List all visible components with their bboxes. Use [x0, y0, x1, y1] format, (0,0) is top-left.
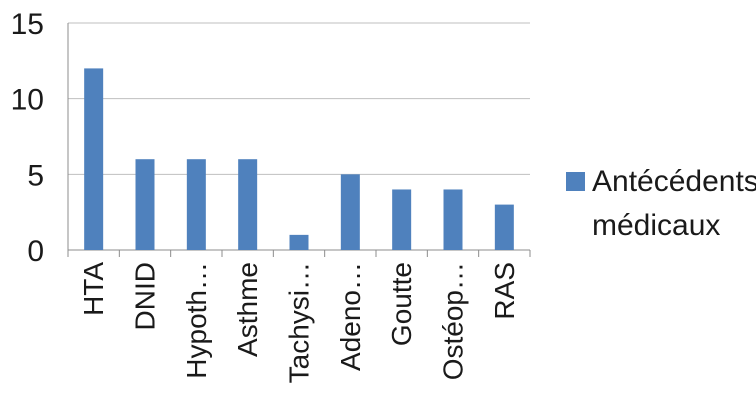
x-tick-label: Goutte [386, 262, 417, 346]
legend-swatch [566, 172, 585, 191]
legend-label: Antécédents médicaux [592, 165, 756, 242]
bar [186, 159, 206, 250]
x-tick-label: DNID [130, 262, 161, 330]
x-tick-label: HTA [78, 262, 109, 316]
x-tick-label: Ostéop… [438, 262, 469, 380]
x-tick-label: RAS [489, 262, 520, 320]
bar [494, 204, 514, 250]
bar [443, 189, 463, 250]
bar [135, 159, 155, 250]
bar [84, 68, 104, 251]
x-tick-label: Tachysi… [284, 262, 315, 383]
x-tick-label: Adeno… [335, 262, 366, 371]
x-tick-label: Hypoth… [181, 262, 212, 379]
y-tick-label: 0 [27, 235, 44, 268]
y-tick-label: 15 [11, 8, 44, 41]
bar [238, 159, 258, 250]
bar [340, 174, 360, 250]
y-tick-label: 10 [11, 84, 44, 117]
bar [289, 234, 309, 250]
y-tick-label: 5 [27, 159, 44, 192]
bar [392, 189, 412, 250]
x-tick-label: Asthme [232, 262, 263, 357]
